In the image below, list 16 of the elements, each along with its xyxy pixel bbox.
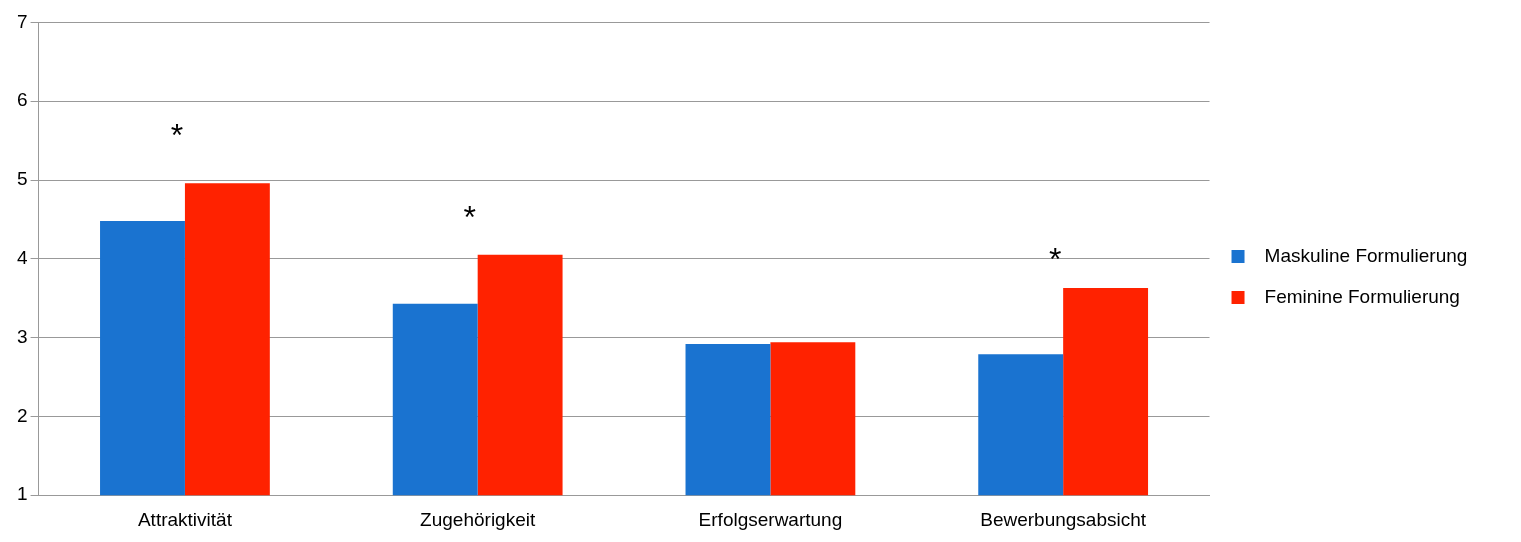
x-tick-label: Attraktivität — [137, 508, 233, 530]
y-tick-label: 5 — [16, 168, 28, 190]
x-tick-label: Erfolgserwartung — [698, 508, 843, 530]
annotation: * — [170, 116, 184, 153]
y-tick-label: 3 — [16, 325, 28, 347]
y-tick-label: 6 — [16, 89, 28, 111]
legend-label: Feminine Formulierung — [1254, 285, 1492, 307]
y-tick-label: 7 — [16, 10, 28, 32]
x-tick-label: Bewerbungsabsicht — [980, 508, 1147, 530]
annotation: * — [1048, 241, 1062, 278]
x-tick-label: Zugehörigkeit — [420, 508, 536, 530]
y-tick-label: 4 — [16, 247, 28, 269]
y-tick-label: 2 — [16, 404, 28, 426]
legend-label: Maskuline Formulierung — [1254, 244, 1500, 266]
annotation: * — [463, 199, 476, 236]
y-tick-label: 1 — [16, 483, 28, 505]
